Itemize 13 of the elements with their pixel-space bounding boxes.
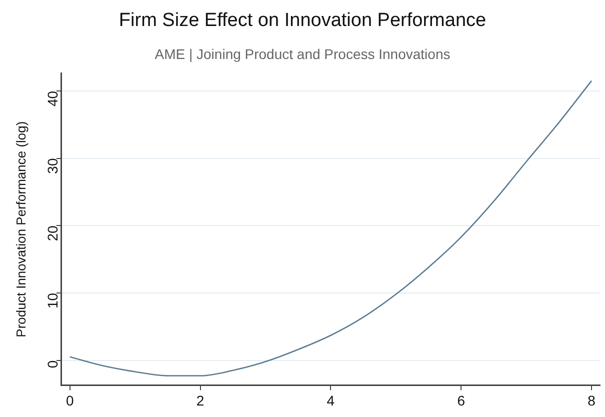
y-tick-label: 30 bbox=[44, 158, 60, 174]
y-axis-title: Product Innovation Performance (log) bbox=[13, 121, 28, 338]
x-tick-label: 4 bbox=[326, 392, 335, 408]
x-tick-label: 2 bbox=[196, 392, 204, 408]
x-tick-label: 6 bbox=[457, 392, 466, 408]
x-tick-label: 8 bbox=[588, 392, 596, 408]
x-tick-label: 0 bbox=[66, 392, 74, 408]
chart-subtitle: AME | Joining Product and Process Innovations bbox=[154, 46, 452, 62]
y-tick-label: 10 bbox=[44, 292, 60, 309]
y-tick-label: 40 bbox=[44, 90, 60, 106]
y-tick-label: 20 bbox=[44, 225, 60, 242]
y-tick-label: 0 bbox=[44, 360, 60, 368]
chart-title: Firm Size Effect on Innovation Performance bbox=[118, 10, 488, 32]
